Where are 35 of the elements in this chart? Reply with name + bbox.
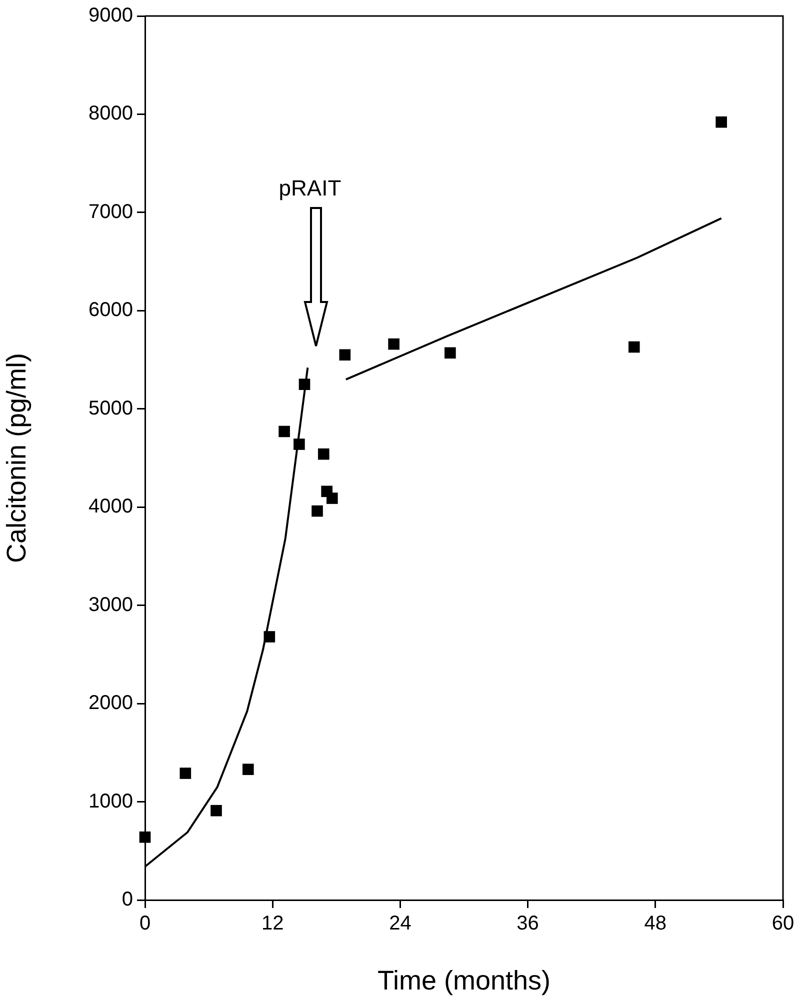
point <box>278 426 290 438</box>
point <box>294 438 305 450</box>
y-tick-label: 8000 <box>88 102 133 125</box>
x-tick-label: 12 <box>261 912 284 935</box>
point <box>716 116 727 128</box>
point <box>312 505 323 517</box>
point <box>298 378 310 390</box>
y-tick-label: 7000 <box>88 200 133 223</box>
point <box>242 764 254 776</box>
x-tick-label: 60 <box>772 912 794 935</box>
y-tick-label: 6000 <box>88 299 133 322</box>
point <box>318 448 330 460</box>
x-tick-label: 48 <box>644 912 667 935</box>
point <box>444 347 456 359</box>
y-tick-label: 2000 <box>88 692 133 714</box>
x-tick-label: 24 <box>389 912 412 935</box>
point <box>326 492 338 504</box>
y-tick-label: 5000 <box>88 397 133 420</box>
x-axis-title: Time (months) <box>377 965 551 996</box>
y-axis-title: Calcitonin (pg/ml) <box>2 352 32 564</box>
y-tick-label: 0 <box>122 888 133 911</box>
point <box>264 631 276 642</box>
point <box>210 804 222 816</box>
x-tick-label: 36 <box>516 912 539 935</box>
y-tick-label: 3000 <box>88 594 133 616</box>
point <box>180 768 192 779</box>
y-tick-label: 4000 <box>88 496 133 518</box>
x-tick-label: 0 <box>139 912 151 935</box>
point <box>139 831 151 843</box>
annotation: pRAIT <box>278 176 342 201</box>
point <box>339 349 351 361</box>
y-tick-label: 9000 <box>88 4 133 27</box>
point <box>388 338 400 350</box>
y-tick-label: 1000 <box>88 790 133 812</box>
point <box>628 341 640 353</box>
